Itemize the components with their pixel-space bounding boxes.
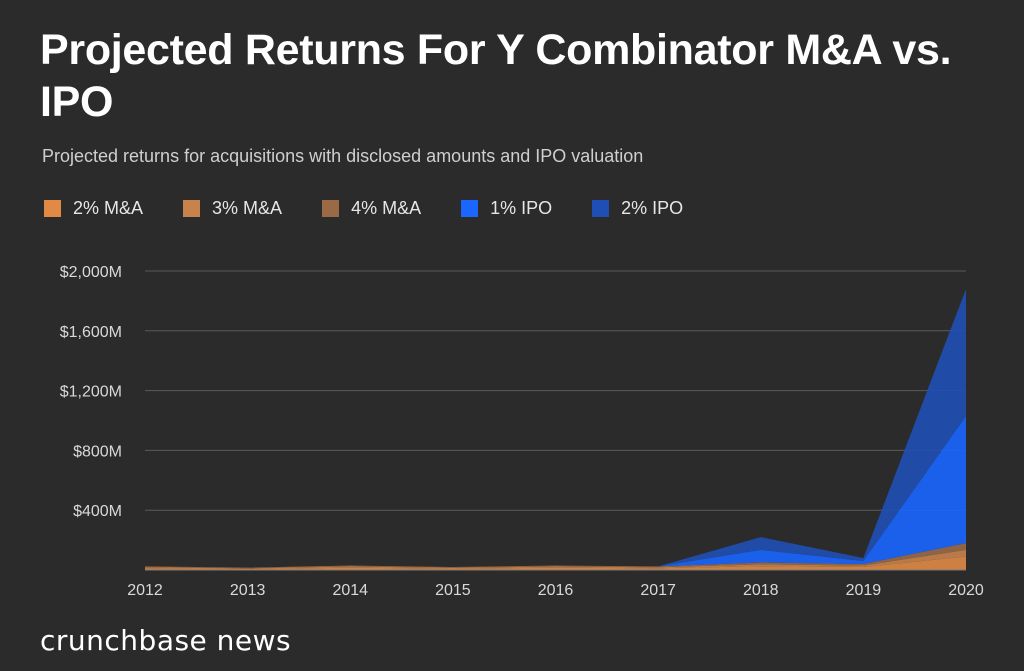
x-tick-label: 2014 xyxy=(332,582,368,599)
legend-item-4pct-ma: 4% M&A xyxy=(322,198,421,219)
legend-label: 4% M&A xyxy=(351,198,422,218)
brand-logo-text: crunchbase news xyxy=(40,624,292,657)
chart-subtitle: Projected returns for acquisitions with … xyxy=(42,146,644,166)
legend-label: 3% M&A xyxy=(212,198,283,218)
legend-swatch xyxy=(183,200,201,217)
legend: 2% M&A 3% M&A 4% M&A 1% IPO 2% IPO xyxy=(44,198,723,219)
x-tick-label: 2017 xyxy=(640,582,676,599)
x-tick-label: 2016 xyxy=(538,582,574,599)
legend-swatch xyxy=(44,200,61,217)
legend-swatch xyxy=(322,200,340,217)
chart-title: Projected Returns For Y Combinator M&A v… xyxy=(40,26,952,126)
y-tick-label: $800M xyxy=(73,443,122,460)
legend-label: 1% IPO xyxy=(490,198,553,218)
y-tick-label: $1,600M xyxy=(60,324,122,341)
area-chart: $400M $800M $1,200M $1,600M $2,000M 2012 2013 2… xyxy=(60,264,984,599)
series-area-2-m-a xyxy=(145,556,966,570)
series-area-1-ipo xyxy=(145,416,966,568)
legend-item-1pct-ipo: 1% IPO xyxy=(461,198,552,219)
legend-swatch xyxy=(592,200,610,217)
legend-swatch xyxy=(461,200,479,217)
y-tick-label: $400M xyxy=(73,503,122,520)
x-tick-label: 2012 xyxy=(127,582,163,599)
y-tick-label: $1,200M xyxy=(60,384,122,401)
x-tick-label: 2020 xyxy=(948,582,984,599)
x-tick-label: 2015 xyxy=(435,582,471,599)
x-tick-label: 2013 xyxy=(230,582,266,599)
x-tick-label: 2018 xyxy=(743,582,779,599)
legend-item-2pct-ma: 2% M&A xyxy=(44,198,143,219)
legend-label: 2% M&A xyxy=(73,198,144,218)
x-tick-label: 2019 xyxy=(846,582,882,599)
legend-label: 2% IPO xyxy=(621,198,684,218)
legend-item-3pct-ma: 3% M&A xyxy=(183,198,282,219)
legend-item-2pct-ipo: 2% IPO xyxy=(592,198,683,219)
y-tick-label: $2,000M xyxy=(60,264,122,281)
